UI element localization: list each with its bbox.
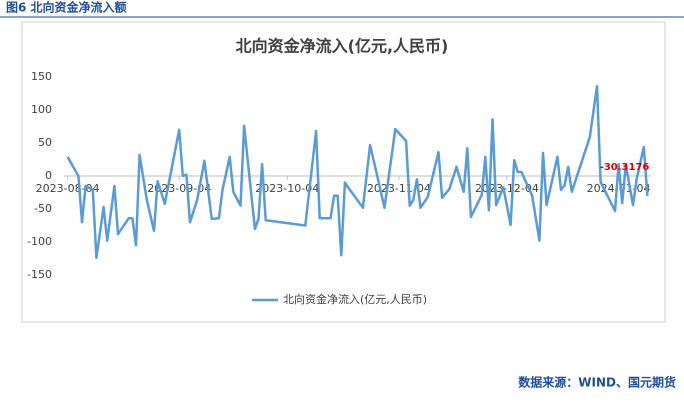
value-label: -30.3176 [600,162,650,173]
y-tick-label: 150 [31,70,52,83]
y-tick-label: -150 [27,268,52,281]
y-tick-label: -100 [27,235,52,248]
y-tick-label: 0 [45,169,52,182]
x-tick-label: 2023-09-04 [147,182,211,195]
y-tick-label: 50 [38,136,52,149]
x-tick-label: 2024-01-04 [587,182,651,195]
chart-title: 北向资金净流入(亿元,人民币) [236,37,449,56]
source: 数据来源：WIND、国元期货 [518,375,676,390]
x-tick-label: 2023-08-04 [36,182,100,195]
y-tick-label: -50 [34,202,52,215]
legend-label: 北向资金净流入(亿元,人民币) [283,292,427,306]
x-tick-label: 2023-10-04 [255,182,319,195]
y-tick-label: 100 [31,103,52,116]
caption: 图6 北向资金净流入额 [6,0,127,15]
x-tick-label: 2023-11-04 [367,182,431,195]
series-line [66,84,649,260]
